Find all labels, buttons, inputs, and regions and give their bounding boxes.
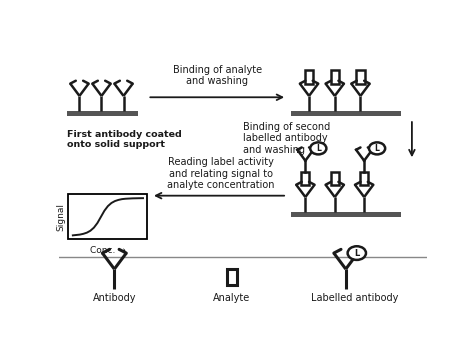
- Text: Reading label activity
and relating signal to
analyte concentration: Reading label activity and relating sign…: [167, 157, 274, 190]
- Bar: [291, 111, 401, 116]
- Bar: [66, 111, 138, 116]
- Bar: [331, 71, 339, 84]
- Bar: [291, 212, 401, 217]
- Text: L: L: [374, 144, 380, 153]
- Text: Labelled antibody: Labelled antibody: [311, 293, 399, 303]
- Bar: [68, 194, 147, 239]
- Text: Analyte: Analyte: [213, 293, 251, 303]
- Text: L: L: [354, 248, 359, 258]
- Text: Signal: Signal: [56, 203, 65, 231]
- Circle shape: [369, 142, 385, 154]
- Text: L: L: [316, 144, 321, 153]
- Bar: [360, 171, 368, 185]
- Bar: [356, 71, 365, 84]
- Text: First antibody coated
onto solid support: First antibody coated onto solid support: [66, 130, 182, 149]
- Text: Antibody: Antibody: [92, 293, 136, 303]
- Bar: [227, 269, 237, 284]
- Text: Binding of analyte
and washing: Binding of analyte and washing: [173, 65, 262, 86]
- Text: Binding of second
labelled antibody
and washing: Binding of second labelled antibody and …: [243, 122, 330, 155]
- Circle shape: [310, 142, 327, 154]
- Bar: [301, 171, 310, 185]
- Text: Conc. →: Conc. →: [90, 246, 126, 255]
- Bar: [331, 171, 339, 185]
- Bar: [305, 71, 313, 84]
- Circle shape: [347, 246, 366, 260]
